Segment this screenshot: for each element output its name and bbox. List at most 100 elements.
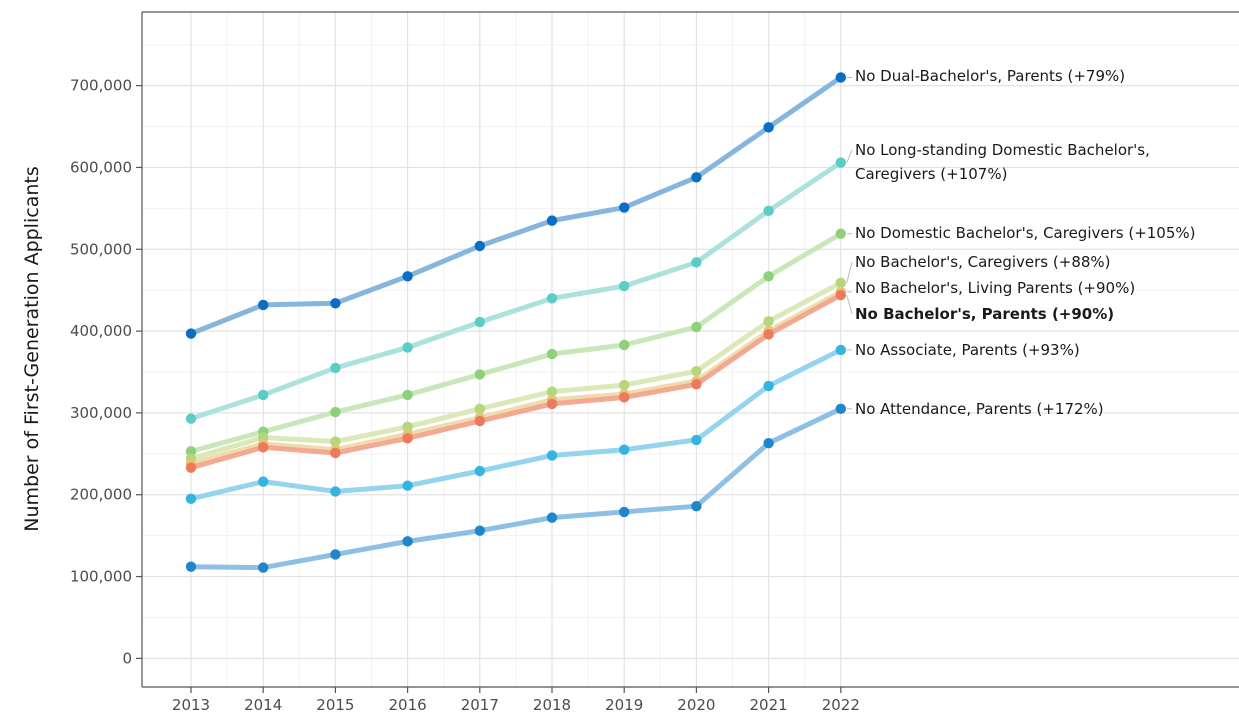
data-point (546, 398, 558, 410)
data-point (546, 215, 558, 226)
x-tick-label: 2021 (750, 696, 788, 712)
data-point (835, 289, 846, 301)
data-point (474, 465, 485, 477)
data-point (402, 271, 413, 282)
series-associate_parents (185, 344, 846, 505)
data-point (330, 436, 341, 447)
data-point (185, 413, 197, 424)
data-point (185, 462, 197, 473)
data-point (258, 389, 269, 401)
series-label-bachelors_caregivers: No Bachelor's, Caregivers (+88%) (855, 253, 1111, 271)
data-point (546, 348, 558, 360)
data-point (474, 369, 485, 380)
data-point (474, 240, 485, 252)
x-tick-label: 2015 (316, 696, 354, 712)
data-point (402, 480, 413, 491)
data-point (763, 329, 774, 340)
data-point (835, 72, 846, 83)
series-label-bachelors_parents: No Bachelor's, Parents (+90%) (855, 305, 1114, 323)
data-point (619, 202, 630, 213)
data-point (835, 277, 846, 289)
x-tick-label: 2022 (822, 696, 860, 712)
y-tick-label: 100,000 (70, 568, 132, 586)
data-point (546, 512, 558, 523)
series-label-longstanding_domestic: No Long-standing Domestic Bachelor's, (855, 141, 1150, 159)
data-point (402, 342, 413, 353)
data-point (185, 446, 197, 457)
data-point (835, 157, 846, 168)
y-axis-ticks: 0 100,000 200,000 300,000 400,000 500,000 600,… (70, 77, 142, 667)
data-point (402, 389, 413, 401)
data-point (546, 386, 558, 397)
data-point (474, 316, 485, 328)
data-point (763, 205, 774, 217)
x-tick-label: 2019 (605, 696, 643, 712)
series-line-longstanding_domestic (188, 160, 844, 422)
y-tick-label: 400,000 (70, 322, 132, 340)
data-point (763, 316, 774, 327)
data-point (619, 392, 630, 403)
series-label-bachelors_living_parents: No Bachelor's, Living Parents (+90%) (855, 279, 1135, 297)
y-tick-label: 700,000 (70, 77, 132, 95)
series-labels: No Dual-Bachelor's, Parents (+79%) No Lon… (846, 67, 1196, 418)
series-line-associate_parents (188, 347, 844, 502)
data-point (546, 293, 558, 304)
label-leader-line (846, 294, 853, 315)
x-axis-ticks: 2013 2014 2015 2016 2017 2018 2019 2020 2021 2022 (172, 687, 860, 712)
x-tick-label: 2018 (533, 696, 571, 712)
data-point (835, 344, 846, 356)
series-group (185, 72, 846, 573)
data-point (402, 433, 413, 444)
series-label-associate_parents: No Associate, Parents (+93%) (855, 341, 1080, 359)
data-point (330, 447, 341, 459)
series-line-bachelors_parents (188, 292, 844, 471)
x-tick-label: 2017 (461, 696, 499, 712)
series-line-dual_bachelors (188, 74, 844, 337)
data-point (546, 450, 558, 461)
plot-panel (142, 12, 1239, 687)
series-bachelors_parents (185, 289, 846, 473)
x-tick-label: 2014 (244, 696, 282, 712)
data-point (474, 525, 485, 536)
data-point (330, 486, 341, 497)
data-point (258, 442, 269, 453)
data-point (258, 562, 269, 573)
y-tick-label: 0 (122, 649, 132, 667)
data-point (402, 421, 413, 433)
series-line-bachelors_living_parents (188, 289, 844, 467)
x-tick-label: 2020 (677, 696, 715, 712)
label-leader-line (846, 149, 853, 163)
data-point (691, 434, 702, 446)
data-point (763, 271, 774, 282)
data-point (691, 257, 702, 268)
data-point (474, 415, 485, 427)
x-tick-label: 2016 (389, 696, 427, 712)
series-line-domestic_bachelors (188, 231, 844, 454)
series-longstanding_domestic (185, 157, 846, 424)
y-axis-title: Number of First-Generation Applicants (21, 166, 43, 531)
series-dual_bachelors (185, 72, 846, 339)
data-point (619, 506, 630, 518)
series-bachelors_caregivers (185, 277, 846, 464)
data-point (185, 328, 197, 339)
data-point (258, 476, 269, 487)
data-point (619, 339, 630, 351)
data-point (691, 500, 702, 512)
x-tick-label: 2013 (172, 696, 210, 712)
data-point (763, 437, 774, 449)
series-attendance_parents (185, 403, 846, 573)
y-tick-label: 200,000 (70, 486, 132, 504)
data-point (691, 321, 702, 333)
data-point (763, 380, 774, 392)
data-point (258, 299, 269, 311)
data-point (330, 406, 341, 418)
series-label-domestic_bachelors: No Domestic Bachelor's, Caregivers (+105… (855, 224, 1196, 242)
y-tick-label: 300,000 (70, 404, 132, 422)
data-point (691, 379, 702, 390)
data-point (619, 379, 630, 391)
data-point (330, 549, 341, 560)
y-tick-label: 600,000 (70, 158, 132, 176)
data-point (691, 172, 702, 183)
data-point (330, 362, 341, 374)
